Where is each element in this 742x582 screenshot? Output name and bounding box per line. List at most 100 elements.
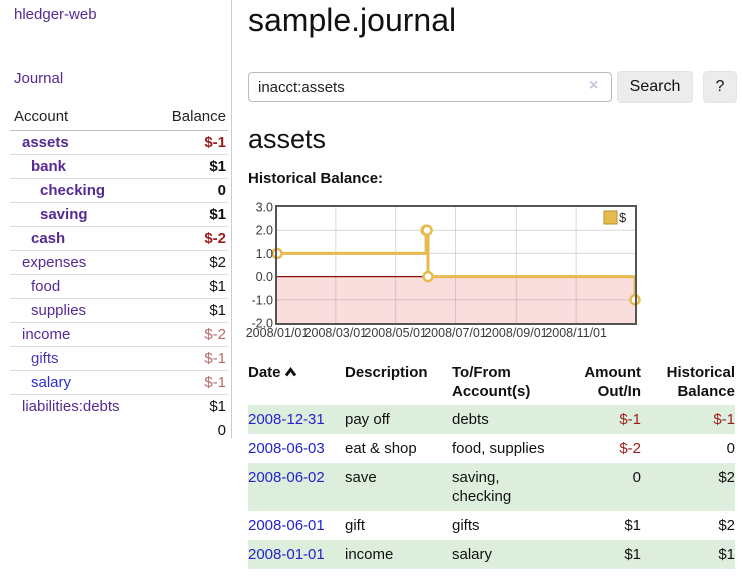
transaction-accounts: debts [452, 411, 489, 428]
account-link[interactable]: cash [31, 229, 66, 247]
account-row: checking 0 [10, 177, 228, 202]
account-balance: $-1 [160, 345, 228, 370]
transaction-amount: $1 [624, 517, 641, 534]
accounts-table-header: Account Balance [10, 103, 228, 131]
transaction-accounts: food, supplies [452, 440, 545, 457]
transaction-description: save [345, 469, 377, 486]
account-row: food $1 [10, 273, 228, 298]
transaction-date-link[interactable]: 2008-06-03 [248, 440, 325, 457]
svg-text:2008/01/01: 2008/01/01 [246, 326, 309, 340]
date-column-header[interactable]: Date [248, 361, 345, 405]
transaction-row[interactable]: 2008-06-02 save saving, checking 0 $2 [248, 463, 735, 511]
svg-text:2.0: 2.0 [256, 224, 273, 238]
accounts-column-header[interactable]: To/From Account(s) [452, 364, 531, 400]
account-row: assets $-1 [10, 130, 228, 154]
accounts-total-row: 0 [10, 418, 228, 442]
accounts-total-value: 0 [217, 421, 226, 439]
account-balance: $1 [160, 297, 228, 322]
account-link[interactable]: gifts [31, 349, 59, 367]
transaction-amount: $-1 [619, 411, 641, 428]
transaction-row[interactable]: 2008-01-01 income salary $1 $1 [248, 540, 735, 569]
amount-column-header[interactable]: Amount Out/In [584, 364, 641, 400]
svg-text:2008/09/01: 2008/09/01 [485, 326, 548, 340]
transaction-date-link[interactable]: 2008-06-02 [248, 469, 325, 486]
account-link[interactable]: expenses [22, 253, 87, 271]
transaction-amount: $-2 [619, 440, 641, 457]
account-balance: 0 [160, 177, 228, 202]
account-link[interactable]: liabilities:debts [22, 397, 120, 415]
legend-label: $ [619, 210, 627, 225]
svg-text:2008/05/01: 2008/05/01 [364, 326, 427, 340]
clear-search-icon[interactable]: × [589, 77, 599, 94]
account-row: supplies $1 [10, 297, 228, 322]
transaction-row[interactable]: 2008-06-01 gift gifts $1 $2 [248, 511, 735, 540]
account-link[interactable]: checking [40, 181, 106, 199]
svg-text:2008/03/01: 2008/03/01 [305, 326, 368, 340]
transaction-accounts: saving, checking [452, 469, 512, 505]
account-link[interactable]: bank [31, 157, 67, 175]
transaction-description: pay off [345, 411, 390, 428]
transaction-balance: $2 [718, 469, 735, 486]
account-balance: $-2 [160, 321, 228, 346]
transactions-header-row: Date Description To/From Account(s) Amou… [248, 361, 735, 405]
svg-text:0.0: 0.0 [256, 270, 273, 284]
svg-text:2008/11/01: 2008/11/01 [545, 326, 607, 340]
sidebar-item-journal[interactable]: Journal [14, 70, 64, 87]
svg-text:2008/07/01: 2008/07/01 [424, 326, 487, 340]
transaction-row[interactable]: 2008-06-03 eat & shop food, supplies $-2… [248, 434, 735, 463]
description-column-header[interactable]: Description [345, 364, 428, 381]
account-row: gifts $-1 [10, 345, 228, 370]
account-heading: assets [248, 124, 327, 154]
transaction-balance: $-1 [713, 411, 735, 428]
account-balance: $1 [160, 153, 228, 178]
transaction-balance: 0 [726, 440, 735, 457]
svg-text:-2.0: -2.0 [251, 317, 273, 331]
app-brand-link[interactable]: hledger-web [14, 6, 97, 23]
search-button[interactable]: Search [617, 71, 693, 103]
account-row: bank $1 [10, 153, 228, 178]
account-balance: $1 [160, 273, 228, 298]
account-link[interactable]: supplies [31, 301, 87, 319]
account-link[interactable]: assets [22, 133, 69, 151]
transaction-accounts: salary [452, 546, 493, 563]
svg-text:3.0: 3.0 [256, 201, 273, 215]
account-link[interactable]: salary [31, 373, 72, 391]
transaction-date-link[interactable]: 2008-01-01 [248, 546, 325, 563]
balance-chart-svg: $3.0 2.0 1.0 0.0 -1.0 -2.02008/01/012008/03/0… [246, 201, 641, 340]
balance-chart: $3.0 2.0 1.0 0.0 -1.0 -2.0 2008/01/01 2008/03/0… [246, 201, 642, 344]
transaction-description: income [345, 546, 394, 563]
accounts-table: Account Balance assets $-1 bank $1 check… [10, 103, 228, 442]
svg-text:1.0: 1.0 [256, 247, 273, 261]
account-balance: $1 [160, 393, 228, 418]
balance-column-header[interactable]: Historical Balance [666, 364, 735, 400]
transaction-date-link[interactable]: 2008-12-31 [248, 411, 325, 428]
account-link[interactable]: food [31, 277, 61, 295]
transaction-balance: $1 [718, 546, 735, 563]
transaction-amount: 0 [632, 469, 641, 486]
account-column-header: Account [10, 103, 160, 131]
account-balance: $-1 [160, 369, 228, 394]
transaction-date-link[interactable]: 2008-06-01 [248, 517, 325, 534]
svg-text:-1.0: -1.0 [251, 293, 273, 307]
account-row: saving $1 [10, 201, 228, 226]
sidebar-divider [231, 0, 232, 438]
sort-ascending-icon [284, 363, 297, 382]
account-balance: $-1 [204, 133, 226, 151]
account-row: expenses $2 [10, 249, 228, 274]
account-balance: $-2 [160, 225, 228, 250]
account-balance: $1 [160, 201, 228, 226]
account-link[interactable]: saving [40, 205, 88, 223]
chart-title: Historical Balance: [248, 170, 384, 187]
transaction-balance: $2 [718, 517, 735, 534]
transaction-description: gift [345, 517, 366, 534]
account-link[interactable]: income [22, 325, 71, 343]
search-input[interactable] [248, 72, 612, 102]
help-button[interactable]: ? [703, 71, 737, 103]
account-row: cash $-2 [10, 225, 228, 250]
transaction-row[interactable]: 2008-12-31 pay off debts $-1 $-1 [248, 405, 735, 434]
search-form: × Search ? [248, 70, 737, 104]
account-balance: $2 [160, 249, 228, 274]
transactions-table: Date Description To/From Account(s) Amou… [248, 361, 735, 569]
balance-column-header: Balance [160, 103, 228, 131]
legend-swatch [603, 210, 618, 225]
